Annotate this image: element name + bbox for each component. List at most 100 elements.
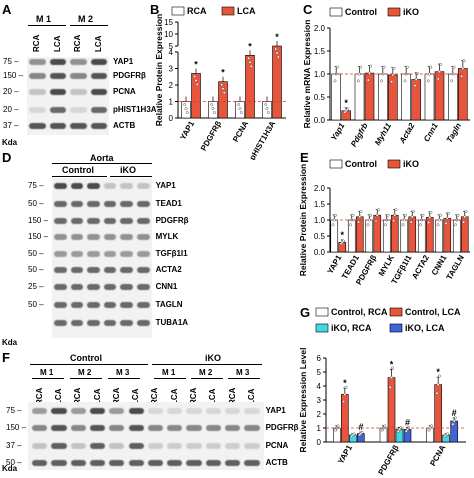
significance-mark: # bbox=[358, 422, 363, 432]
data-point bbox=[403, 79, 407, 83]
panel-f-iko-line bbox=[152, 364, 262, 365]
category-label: YAP1 bbox=[336, 443, 354, 465]
data-point bbox=[463, 215, 467, 219]
lane-label: RCA bbox=[32, 34, 42, 52]
blot-band bbox=[70, 123, 87, 129]
data-point bbox=[394, 208, 398, 212]
category-label: PDGFRβ bbox=[199, 119, 223, 152]
data-point bbox=[437, 374, 441, 378]
control-group-label: Control bbox=[62, 165, 94, 175]
blot-band bbox=[120, 251, 133, 257]
mouse-label: M 3 bbox=[236, 368, 250, 377]
blot-band bbox=[120, 183, 133, 189]
blot-band bbox=[32, 460, 48, 466]
data-point bbox=[445, 216, 449, 220]
data-point bbox=[429, 210, 433, 214]
blot-band bbox=[54, 251, 67, 257]
y-tick-label: 2.0 bbox=[314, 24, 326, 33]
y-tick-label: 1.5 bbox=[314, 200, 326, 209]
data-point bbox=[435, 391, 439, 395]
panel-c-label: C bbox=[303, 2, 313, 17]
blot-band bbox=[186, 460, 202, 466]
blot-band bbox=[205, 443, 221, 449]
protein-label: TEAD1 bbox=[155, 199, 182, 208]
y-tick-label: 0.0 bbox=[314, 248, 326, 257]
data-point bbox=[369, 213, 372, 217]
blot-band bbox=[128, 460, 144, 466]
mw-marker: 25 – bbox=[28, 282, 44, 291]
legend-swatch bbox=[221, 6, 235, 16]
legend-label: RCA bbox=[187, 6, 207, 16]
data-point bbox=[390, 376, 393, 380]
blot-band bbox=[103, 201, 117, 207]
blot-band bbox=[120, 201, 133, 207]
blot-band bbox=[29, 89, 46, 95]
data-point bbox=[344, 385, 348, 389]
data-point bbox=[412, 210, 415, 213]
data-point bbox=[375, 213, 379, 217]
y-tick-label: 0.5 bbox=[314, 93, 326, 102]
protein-label: ACTB bbox=[265, 458, 288, 467]
mouse-1-line bbox=[28, 25, 66, 26]
blot-band bbox=[87, 234, 100, 240]
protein-label: YAP1 bbox=[265, 406, 286, 415]
data-point bbox=[447, 211, 450, 215]
control-group-line bbox=[52, 176, 107, 177]
data-point bbox=[333, 79, 337, 83]
legend-swatch bbox=[387, 159, 401, 169]
mouse-label: M 1 bbox=[40, 368, 54, 377]
data-point bbox=[451, 422, 455, 426]
blot-band bbox=[70, 284, 84, 290]
mouse-line bbox=[70, 378, 102, 379]
mw-marker: 37 – bbox=[3, 121, 19, 130]
data-point bbox=[335, 65, 339, 69]
mouse-line bbox=[191, 378, 223, 379]
mouse-label: M 2 bbox=[78, 368, 92, 377]
data-point bbox=[461, 67, 465, 70]
significance-mark: * bbox=[275, 32, 279, 42]
y-tick-label: 0 bbox=[317, 438, 322, 447]
data-point bbox=[419, 223, 423, 227]
protein-label: PDGFRβ bbox=[265, 423, 299, 432]
data-point bbox=[391, 366, 395, 370]
blot-band bbox=[137, 251, 150, 257]
blot-band bbox=[103, 218, 117, 224]
lane-label: LCA bbox=[93, 35, 103, 52]
blot-band bbox=[103, 183, 117, 189]
blot-band bbox=[70, 460, 86, 466]
blot-band bbox=[89, 425, 106, 431]
blot-band bbox=[89, 443, 106, 449]
blot-band bbox=[70, 183, 84, 189]
y-tick-label: 3 bbox=[317, 396, 322, 405]
blot-band bbox=[90, 107, 107, 113]
blot-band bbox=[49, 107, 66, 113]
blot-band bbox=[120, 267, 133, 273]
blot-band bbox=[205, 425, 221, 431]
blot-band bbox=[244, 408, 260, 414]
blot-band bbox=[225, 443, 241, 449]
data-point bbox=[428, 215, 432, 219]
data-point bbox=[194, 79, 198, 82]
data-point bbox=[221, 87, 225, 91]
mw-marker: 50 – bbox=[28, 265, 44, 274]
data-point bbox=[388, 385, 392, 389]
blot-band bbox=[186, 425, 202, 431]
blot-band bbox=[70, 302, 84, 308]
panel-f-unit: Kda bbox=[2, 464, 18, 473]
y-tick-label: 1.0 bbox=[314, 70, 326, 79]
data-point bbox=[383, 424, 387, 428]
blot-band bbox=[70, 218, 84, 224]
blot-band bbox=[87, 267, 100, 273]
blot-band bbox=[54, 302, 67, 308]
y-tick-label: 1 bbox=[317, 424, 322, 433]
blot-band bbox=[70, 107, 87, 113]
data-point bbox=[456, 213, 460, 217]
data-point bbox=[343, 392, 347, 396]
category-label: Myh11 bbox=[373, 121, 393, 147]
protein-label: PDGFRβ bbox=[155, 216, 189, 225]
y-axis-label: Relative Protein Expression bbox=[298, 164, 308, 276]
data-point bbox=[414, 78, 418, 81]
blot-band bbox=[120, 218, 133, 224]
mouse-1-label: M 1 bbox=[36, 14, 52, 24]
data-point bbox=[452, 65, 456, 69]
